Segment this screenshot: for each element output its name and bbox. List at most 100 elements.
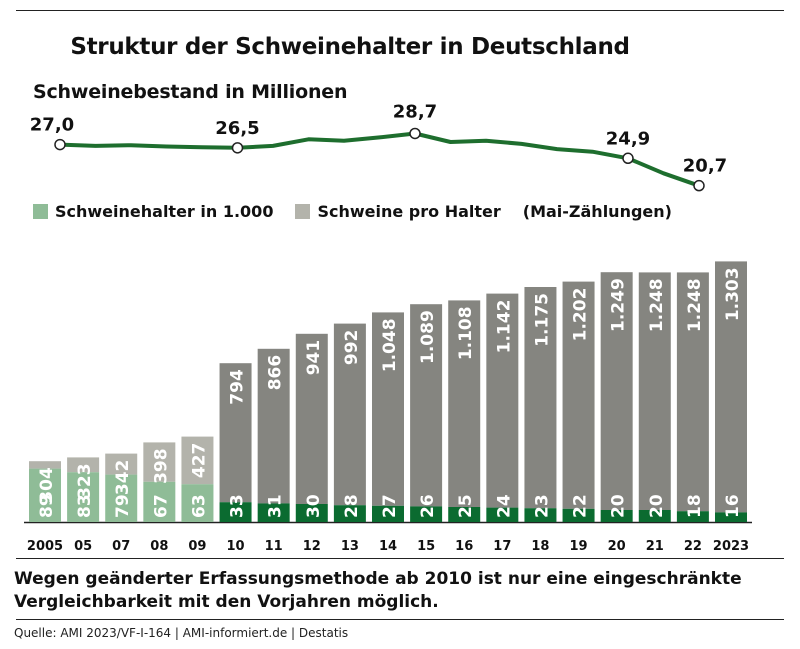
bar-label-holders: 28 xyxy=(342,494,362,518)
bar-holders xyxy=(638,510,671,522)
line-point-marker xyxy=(409,127,421,140)
legend-label-holders: Schweinehalter in 1.000 xyxy=(55,201,274,221)
bar-pigs-per-holder xyxy=(562,281,595,509)
bar-label-holders: 33 xyxy=(228,494,248,518)
bar-label-holders: 18 xyxy=(685,494,705,518)
footnote: Wegen geänderter Erfassungsmethode ab 20… xyxy=(14,569,742,612)
bar-pigs-per-holder xyxy=(486,293,519,508)
bar-pigs-per-holder xyxy=(638,272,671,510)
bar-holders xyxy=(676,511,709,522)
bar-label-holders: 89 xyxy=(37,494,57,518)
x-tick-label: 2005 xyxy=(27,539,63,554)
bar-holders xyxy=(486,507,519,522)
bar-label-pigs: 1.175 xyxy=(532,293,552,347)
bar-label-pigs: 1.248 xyxy=(647,278,667,332)
chart-title: Struktur der Schweinehalter in Deutschla… xyxy=(70,34,630,60)
bar-label-holders: 26 xyxy=(418,494,438,518)
bar-label-holders: 27 xyxy=(380,494,400,518)
line-chart-title: Schweinebestand in Millionen xyxy=(33,81,348,103)
bar-holders xyxy=(181,484,214,522)
bar-label-pigs: 1.248 xyxy=(685,278,705,332)
x-tick-label: 11 xyxy=(265,539,283,554)
bar-label-pigs: 1.202 xyxy=(571,288,591,342)
bar-pigs-per-holder xyxy=(333,323,366,506)
line-point-marker xyxy=(54,138,66,151)
bar-pigs-per-holder xyxy=(676,272,709,512)
bar-pigs-per-holder xyxy=(448,300,481,507)
bar-pigs-per-holder xyxy=(105,453,138,475)
x-tick-label: 22 xyxy=(684,539,702,554)
bar-holders xyxy=(333,505,366,522)
bar-holders xyxy=(143,481,176,522)
bar-label-pigs: 323 xyxy=(75,463,95,499)
bar-holders xyxy=(410,506,443,522)
line-point-label: 26,5 xyxy=(215,118,259,139)
bar-holders xyxy=(295,504,328,522)
legend-label-pigs: Schweine pro Halter xyxy=(317,201,501,221)
bar-label-holders: 67 xyxy=(151,494,171,518)
legend-swatch-pigs xyxy=(295,203,311,219)
series-line-pig-stock xyxy=(58,131,701,188)
middle-rule xyxy=(16,558,784,559)
source-line: Quelle: AMI 2023/VF-I-164 | AMI-informie… xyxy=(14,626,349,640)
bar-label-holders: 63 xyxy=(189,494,209,518)
legend-item-holders: Schweinehalter in 1.000 xyxy=(33,202,273,221)
bar-pigs-per-holder xyxy=(295,333,328,504)
bar-holders xyxy=(257,503,290,522)
bar-holders xyxy=(105,474,138,522)
bar-label-pigs: 342 xyxy=(113,460,133,496)
bar-label-pigs: 1.108 xyxy=(456,306,476,360)
x-tick-label: 14 xyxy=(379,539,397,554)
x-tick-label: 08 xyxy=(150,539,168,554)
legend-item-pigs: Schweine pro Halter xyxy=(295,201,501,221)
bar-label-holders: 20 xyxy=(647,494,667,518)
bar-label-holders: 24 xyxy=(494,494,514,518)
bar-label-holders: 23 xyxy=(532,494,552,518)
bar-label-pigs: 1.048 xyxy=(380,318,400,372)
legend: Schweinehalter in 1.000 Schweine pro Hal… xyxy=(33,200,694,222)
bar-pigs-per-holder xyxy=(410,304,443,507)
bar-pigs-per-holder xyxy=(524,287,557,509)
bar-label-pigs: 1.303 xyxy=(723,267,743,321)
x-tick-label: 20 xyxy=(608,539,626,554)
bar-pigs-per-holder xyxy=(67,457,100,473)
bar-label-pigs: 992 xyxy=(342,330,362,366)
bar-holders xyxy=(715,512,747,522)
bar-label-pigs: 1.142 xyxy=(494,300,514,354)
bar-holders xyxy=(600,510,633,522)
line-point-label: 28,7 xyxy=(393,101,437,122)
bar-holders xyxy=(448,507,481,522)
bar-label-holders: 22 xyxy=(571,494,591,518)
x-tick-label: 12 xyxy=(303,539,321,554)
bar-label-pigs: 398 xyxy=(151,448,171,484)
bar-label-holders: 83 xyxy=(75,494,95,518)
x-tick-label: 16 xyxy=(455,539,473,554)
bar-holders xyxy=(562,508,595,522)
bar-label-pigs: 427 xyxy=(189,443,209,479)
bottom-rule xyxy=(16,619,784,620)
x-tick-label: 21 xyxy=(646,539,664,554)
x-tick-label: 19 xyxy=(570,539,588,554)
bar-label-holders: 25 xyxy=(456,494,476,518)
line-point-marker xyxy=(231,142,244,154)
bar-holders xyxy=(524,508,557,522)
bar-pigs-per-holder xyxy=(219,363,252,503)
bar-pigs-per-holder xyxy=(257,348,290,504)
x-tick-label: 07 xyxy=(112,539,130,554)
bar-label-holders: 31 xyxy=(266,494,286,518)
bar-label-holders: 30 xyxy=(304,494,324,518)
line-point-marker xyxy=(622,152,634,165)
bar-pigs-per-holder xyxy=(715,261,747,513)
bar-holders xyxy=(67,472,100,522)
bar-pigs-per-holder xyxy=(29,461,61,469)
legend-note: (Mai-Zählungen) xyxy=(523,202,672,221)
bar-pigs-per-holder xyxy=(181,436,214,485)
bar-label-pigs: 1.089 xyxy=(418,310,438,364)
top-rule xyxy=(16,10,784,11)
x-tick-label: 18 xyxy=(531,539,549,554)
bar-label-pigs: 1.249 xyxy=(609,278,629,332)
x-tick-label: 2023 xyxy=(713,539,749,554)
x-tick-label: 09 xyxy=(188,539,206,554)
bar-holders xyxy=(219,502,252,522)
